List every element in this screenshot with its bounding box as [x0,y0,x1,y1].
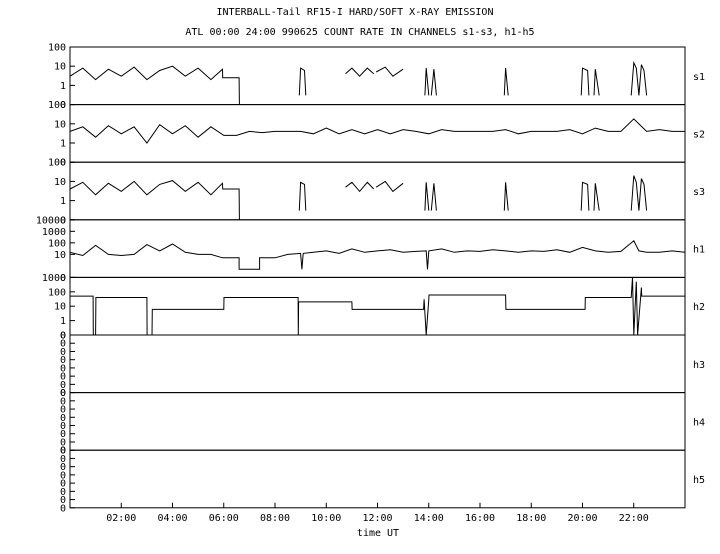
y-tick-label: 1 [60,139,66,150]
y-tick-label: 10 [54,119,66,130]
y-tick-label: 10 [54,177,66,188]
x-tick-label: 10:00 [311,513,341,524]
x-tick-label: 18:00 [516,513,546,524]
y-tick-label: 0 [60,454,66,465]
panel-label: h1 [693,245,705,256]
panel-label: s3 [693,187,705,198]
trace [70,277,685,336]
y-tick-label: 0 [60,446,66,457]
y-tick-label: 0 [60,462,66,473]
y-tick-label: 0 [60,347,66,358]
y-tick-label: 0 [60,339,66,350]
y-tick-label: 0 [60,331,66,342]
y-tick-label: 10 [54,302,66,313]
x-tick-label: 20:00 [567,513,597,524]
panel-frame [69,219,686,278]
trace [69,60,648,105]
x-tick-label: 12:00 [362,513,392,524]
y-tick-label: 0 [60,413,66,424]
panel-frame [69,161,686,221]
trace [69,175,648,220]
y-tick-label: 0 [60,273,66,284]
y-tick-label: 100 [48,100,66,111]
panel-frame [69,104,686,163]
x-axis-label: time UT [357,528,399,539]
y-tick-label: 1000 [42,273,66,284]
y-tick-label: 0 [60,355,66,366]
panel-label: h3 [693,360,705,371]
y-tick-label: 1000 [42,227,66,238]
y-tick-label: 0 [60,158,66,169]
trace [69,118,685,144]
y-tick-label: 0 [60,388,66,399]
panel-label: h5 [693,475,705,486]
x-tick-label: 08:00 [260,513,290,524]
y-tick-label: 1 [60,196,66,207]
y-tick-label: 1 [60,81,66,92]
y-tick-label: 0 [60,372,66,383]
chart-title: INTERBALL-Tail RF15-I HARD/SOFT X-RAY EM… [217,7,494,18]
y-tick-label: 100 [48,238,66,249]
y-tick-label: 100 [48,158,66,169]
y-tick-label: 10 [54,250,66,261]
y-tick-label: 0 [60,503,66,514]
y-tick-label: 0 [60,388,66,399]
y-tick-label: 0 [60,215,66,226]
panel-frame [69,46,686,106]
panel-label: h4 [693,417,705,428]
y-tick-label: 0 [60,429,66,440]
panel-frame [69,449,686,509]
y-tick-label: 0 [60,421,66,432]
panel-label: s1 [693,72,705,83]
y-tick-label: 0 [60,331,66,342]
trace [69,240,686,270]
x-tick-label: 02:00 [106,513,136,524]
y-tick-label: 0 [60,405,66,416]
y-tick-label: 0 [60,495,66,506]
y-tick-label: 0 [60,446,66,457]
y-tick-label: 0 [60,380,66,391]
y-tick-label: 0 [60,396,66,407]
y-tick-label: 0 [60,479,66,490]
x-tick-label: 14:00 [414,513,444,524]
y-tick-label: 0 [60,437,66,448]
y-tick-label: 0 [60,100,66,111]
panel-frame [69,334,686,394]
y-tick-label: 100 [48,43,66,54]
panel-frame [69,392,686,451]
y-tick-label: 100 [48,287,66,298]
x-tick-label: 16:00 [465,513,495,524]
y-tick-label: 10000 [36,215,66,226]
y-tick-label: 0 [60,363,66,374]
x-tick-label: 06:00 [209,513,239,524]
x-tick-label: 04:00 [157,513,187,524]
y-tick-label: 1 [60,316,66,327]
panel-label: h2 [693,302,705,313]
y-tick-label: 0 [60,470,66,481]
panel-label: s2 [693,129,705,140]
chart-subtitle: ATL 00:00 24:00 990625 COUNT RATE IN CHA… [185,27,534,38]
y-tick-label: 10 [54,62,66,73]
panel-frame [69,276,686,336]
x-tick-label: 22:00 [619,513,649,524]
y-tick-label: 0 [60,487,66,498]
